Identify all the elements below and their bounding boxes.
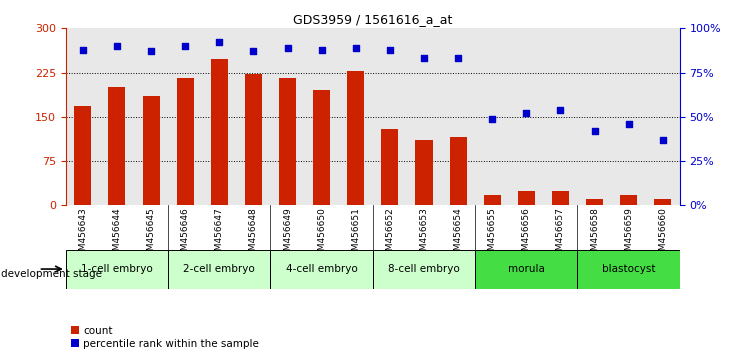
Bar [245, 74, 262, 205]
Point [657, 137, 669, 143]
Text: GSM456645: GSM456645 [147, 207, 156, 262]
Point [520, 110, 532, 116]
Text: GSM456660: GSM456660 [659, 207, 667, 262]
Bar [270, 250, 373, 289]
Text: GSM456658: GSM456658 [590, 207, 599, 262]
Point [316, 47, 327, 52]
Bar [168, 250, 270, 289]
Text: GSM456659: GSM456659 [624, 207, 633, 262]
Title: GDS3959 / 1561616_a_at: GDS3959 / 1561616_a_at [293, 13, 452, 26]
Point [213, 40, 225, 45]
Bar [75, 106, 91, 205]
Text: GSM456648: GSM456648 [249, 207, 258, 262]
Bar [415, 141, 433, 205]
Text: 4-cell embryo: 4-cell embryo [286, 264, 357, 274]
Text: GSM456652: GSM456652 [385, 207, 394, 262]
Text: GSM456656: GSM456656 [522, 207, 531, 262]
Point [111, 43, 123, 49]
Point [145, 48, 157, 54]
Point [281, 45, 293, 51]
Bar [475, 250, 577, 289]
Bar [654, 199, 671, 205]
Bar [211, 59, 228, 205]
Text: GSM456646: GSM456646 [181, 207, 189, 262]
Text: GSM456644: GSM456644 [113, 207, 121, 262]
Point [623, 121, 635, 127]
Bar [552, 190, 569, 205]
Bar [347, 71, 364, 205]
Point [486, 116, 498, 121]
Bar [382, 129, 398, 205]
Bar [279, 79, 296, 205]
Point [350, 45, 362, 51]
Text: blastocyst: blastocyst [602, 264, 656, 274]
Text: 8-cell embryo: 8-cell embryo [388, 264, 460, 274]
Bar [586, 199, 603, 205]
Bar [143, 96, 159, 205]
Point [179, 43, 191, 49]
Point [555, 107, 567, 113]
Text: 1-cell embryo: 1-cell embryo [81, 264, 153, 274]
Text: GSM456650: GSM456650 [317, 207, 326, 262]
Text: development stage: development stage [1, 269, 102, 279]
Point [418, 56, 430, 61]
Text: 2-cell embryo: 2-cell embryo [183, 264, 255, 274]
Bar [518, 190, 535, 205]
Point [384, 47, 395, 52]
Point [77, 47, 88, 52]
Bar [313, 90, 330, 205]
Text: GSM456651: GSM456651 [352, 207, 360, 262]
Bar [577, 250, 680, 289]
Bar [484, 195, 501, 205]
Text: GSM456649: GSM456649 [283, 207, 292, 262]
Point [452, 56, 464, 61]
Bar [620, 195, 637, 205]
Text: GSM456655: GSM456655 [488, 207, 496, 262]
Point [248, 48, 260, 54]
Bar [66, 250, 168, 289]
Bar [108, 87, 126, 205]
Text: GSM456657: GSM456657 [556, 207, 565, 262]
Bar [177, 79, 194, 205]
Bar [450, 137, 466, 205]
Point [588, 128, 600, 134]
Text: GSM456647: GSM456647 [215, 207, 224, 262]
Text: morula: morula [508, 264, 545, 274]
Legend: count, percentile rank within the sample: count, percentile rank within the sample [71, 326, 260, 349]
Text: GSM456654: GSM456654 [454, 207, 463, 262]
Text: GSM456643: GSM456643 [78, 207, 87, 262]
Bar [373, 250, 475, 289]
Text: GSM456653: GSM456653 [420, 207, 428, 262]
